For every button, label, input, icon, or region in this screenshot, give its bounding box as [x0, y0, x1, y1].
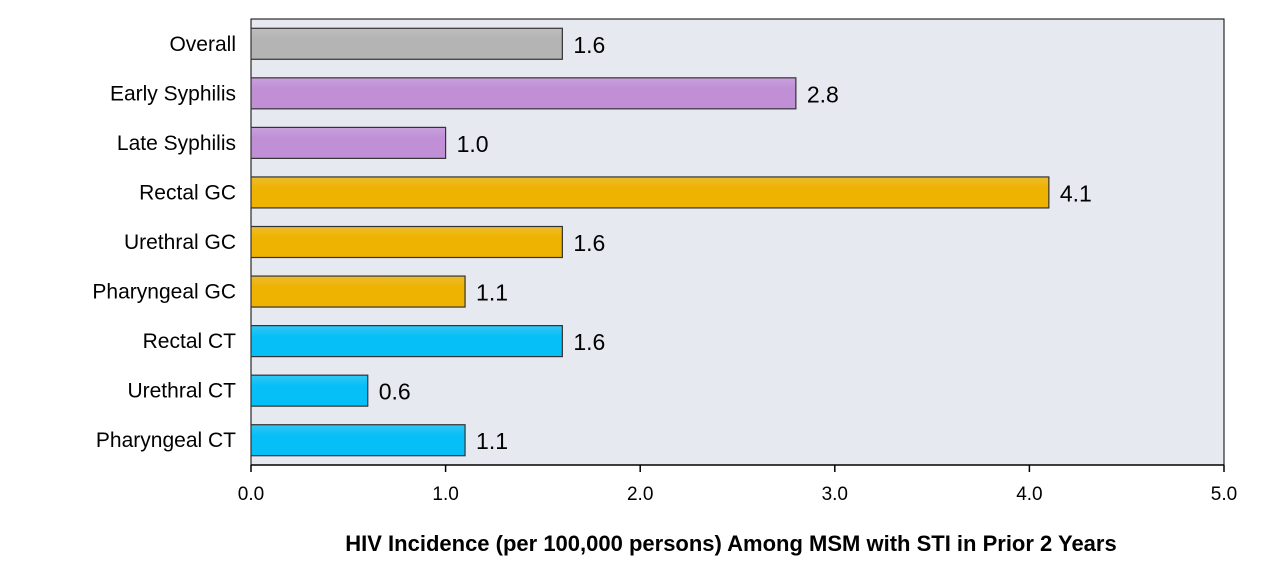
value-label-late-syphilis: 1.0	[457, 131, 489, 157]
category-label-urethral-ct: Urethral CT	[127, 380, 236, 403]
bar-urethral-ct	[250, 374, 369, 407]
value-label-rectal-ct: 1.6	[573, 329, 605, 355]
category-label-rectal-gc: Rectal GC	[139, 181, 236, 204]
value-labels: 1.6 2.8 1.0 4.1 1.6 1.1 1.6 0.6 1.1	[379, 32, 1092, 454]
category-labels: Overall Early Syphilis Late Syphilis Rectal…	[92, 33, 236, 452]
x-tick-label: 1.0	[432, 484, 458, 505]
category-label-urethral-gc: Urethral GC	[124, 231, 236, 254]
value-label-pharyngeal-ct: 1.1	[476, 428, 508, 454]
value-label-rectal-gc: 4.1	[1060, 180, 1092, 206]
value-label-urethral-gc: 1.6	[573, 230, 605, 256]
value-label-urethral-ct: 0.6	[379, 379, 411, 405]
category-label-late-syphilis: Late Syphilis	[117, 132, 236, 155]
bar-overall	[250, 27, 563, 60]
bars-group	[250, 27, 1050, 457]
x-tick-label: 2.0	[627, 484, 653, 505]
x-tick-label: 4.0	[1016, 484, 1042, 505]
x-tick-label: 0.0	[238, 484, 264, 505]
category-label-overall: Overall	[169, 33, 236, 56]
bar-urethral-gc	[250, 225, 563, 259]
bar-pharyngeal-ct	[250, 424, 466, 457]
bar-rectal-ct	[250, 325, 563, 358]
bar-late-syphilis	[250, 126, 447, 159]
value-label-early-syphilis: 2.8	[807, 81, 839, 107]
x-tick-label: 3.0	[822, 484, 848, 505]
category-label-pharyngeal-ct: Pharyngeal CT	[96, 429, 236, 452]
category-label-pharyngeal-gc: Pharyngeal GC	[92, 281, 236, 304]
value-label-overall: 1.6	[573, 32, 605, 58]
x-axis: 0.0 1.0 2.0 3.0 4.0 5.0	[238, 464, 1237, 505]
bar-rectal-gc	[250, 176, 1050, 209]
x-axis-title: HIV Incidence (per 100,000 persons) Amon…	[345, 531, 1116, 556]
value-label-pharyngeal-gc: 1.1	[476, 280, 508, 306]
x-tick-label: 5.0	[1211, 484, 1237, 505]
category-label-early-syphilis: Early Syphilis	[110, 82, 236, 105]
bar-pharyngeal-gc	[250, 275, 466, 308]
category-label-rectal-ct: Rectal CT	[143, 330, 237, 353]
bar-early-syphilis	[250, 77, 797, 110]
